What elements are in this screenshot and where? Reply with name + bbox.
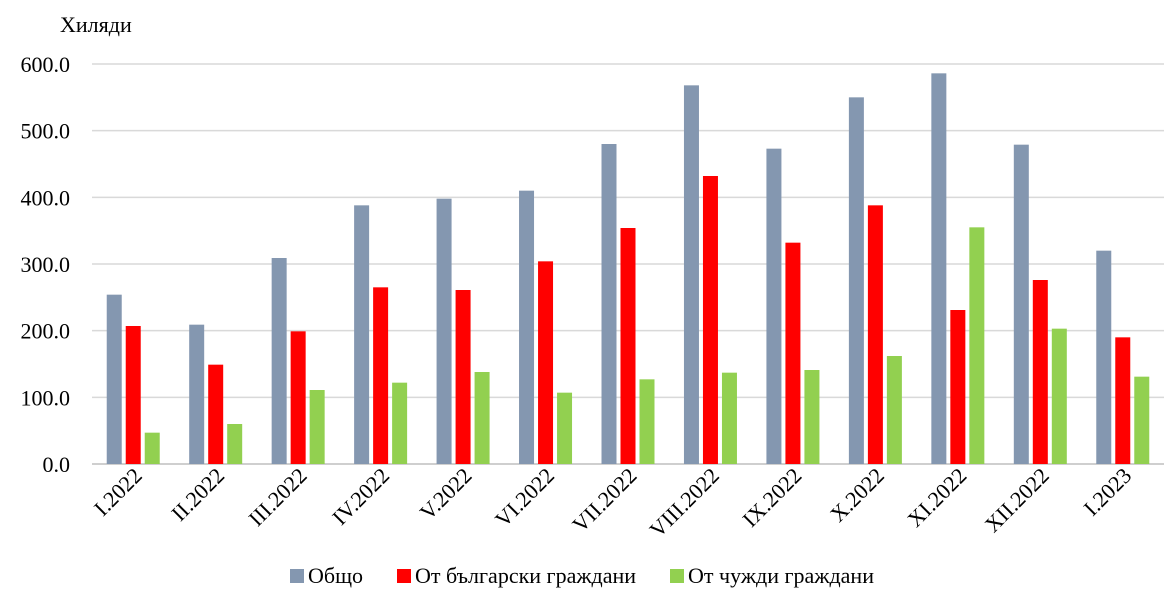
bar <box>373 287 389 464</box>
legend-item-total: Общо <box>290 563 363 589</box>
bar <box>309 390 325 464</box>
bar <box>950 310 966 464</box>
x-tick-label: I.2023 <box>1078 463 1136 521</box>
legend-label-bulgarian: От български граждани <box>415 563 637 588</box>
x-tick-label: I.2022 <box>89 463 147 521</box>
bar <box>766 148 782 464</box>
x-tick-label: XII.2022 <box>980 463 1054 537</box>
bar <box>639 379 655 464</box>
legend-item-bulgarian: От български граждани <box>397 563 636 589</box>
bar <box>144 432 160 464</box>
bar <box>1051 328 1067 464</box>
bar <box>683 85 699 464</box>
y-axis-unit-label: Хиляди <box>60 12 132 37</box>
bar <box>354 205 370 465</box>
bar <box>721 372 737 464</box>
bar <box>804 370 820 464</box>
bar <box>208 364 224 464</box>
legend-swatch-bulgarian <box>397 569 412 583</box>
y-tick-label: 200.0 <box>21 319 71 344</box>
bar <box>557 392 573 464</box>
x-tick-label: VI.2022 <box>490 463 559 532</box>
bar <box>392 382 408 464</box>
bar <box>620 228 636 464</box>
bar <box>601 144 617 464</box>
bar <box>271 258 287 464</box>
bar <box>969 227 985 464</box>
legend-label-foreign: От чужди граждани <box>688 563 874 588</box>
bar <box>785 242 801 464</box>
bar <box>848 97 864 464</box>
bar <box>455 290 471 464</box>
legend-item-foreign: От чужди граждани <box>670 563 874 589</box>
x-tick-label: VIII.2022 <box>645 463 724 542</box>
bar <box>290 331 306 464</box>
x-tick-label: IV.2022 <box>327 463 394 530</box>
y-tick-label: 300.0 <box>21 252 71 277</box>
bar <box>1115 337 1131 464</box>
chart-legend: Общо От български граждани От чужди граж… <box>0 563 1164 589</box>
legend-swatch-total <box>290 569 304 583</box>
x-tick-label: XI.2022 <box>902 463 971 532</box>
bar <box>474 372 490 464</box>
bar <box>931 73 947 464</box>
legend-label-total: Общо <box>308 563 364 588</box>
bar <box>538 261 554 464</box>
bar <box>227 424 243 464</box>
y-tick-label: 600.0 <box>21 52 71 77</box>
bar <box>867 205 883 465</box>
y-tick-label: 100.0 <box>21 385 71 410</box>
bar <box>519 190 535 464</box>
x-tick-label: V.2022 <box>415 463 477 525</box>
y-tick-label: 400.0 <box>21 185 71 210</box>
x-tick-label: II.2022 <box>166 463 229 526</box>
legend-swatch-foreign <box>670 569 685 583</box>
bar <box>106 294 122 464</box>
x-tick-label: IX.2022 <box>737 463 806 532</box>
bar <box>189 324 205 464</box>
bar <box>1096 250 1112 464</box>
y-tick-label: 0.0 <box>43 452 71 477</box>
bar <box>1134 376 1150 464</box>
y-tick-label: 500.0 <box>21 119 71 144</box>
x-tick-label: III.2022 <box>243 463 311 531</box>
bar <box>886 356 902 464</box>
bar <box>702 176 718 464</box>
x-tick-label: X.2022 <box>825 463 889 527</box>
bar <box>125 326 141 464</box>
bar <box>436 198 452 464</box>
bar <box>1013 144 1029 464</box>
x-tick-label: VII.2022 <box>567 463 641 537</box>
bar <box>1032 280 1048 464</box>
